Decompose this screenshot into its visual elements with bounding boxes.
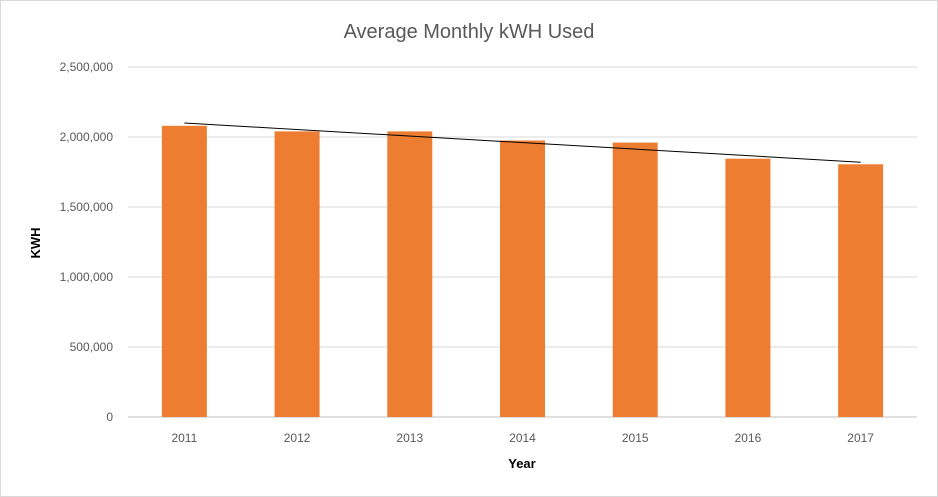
x-tick-label: 2016 (735, 431, 762, 445)
x-tick-label: 2017 (847, 431, 874, 445)
bar-2014 (500, 140, 545, 417)
bar-2012 (274, 131, 320, 417)
y-tick-label: 2,500,000 (60, 60, 114, 74)
y-axis-title: KWH (28, 227, 43, 258)
x-tick-label: 2015 (622, 431, 649, 445)
y-tick-label: 1,000,000 (60, 270, 114, 284)
y-tick-label: 0 (106, 410, 113, 424)
y-tick-label: 1,500,000 (60, 200, 114, 214)
bars (161, 125, 884, 418)
x-axis-ticks: 2011 2012 2013 2014 2015 2016 2017 (171, 431, 874, 445)
bar-2011 (161, 125, 207, 418)
chart-title: Average Monthly kWH Used (344, 21, 595, 43)
gridlines (128, 66, 917, 418)
y-tick-label: 2,000,000 (60, 130, 114, 144)
bar-2017 (838, 164, 884, 417)
x-tick-label: 2012 (284, 431, 311, 445)
x-tick-label: 2011 (171, 431, 197, 445)
x-axis-title: Year (508, 456, 535, 471)
bar-2016 (725, 158, 771, 417)
bar-2013 (387, 131, 433, 417)
bar-2015 (612, 142, 658, 417)
y-axis-ticks: 0 500,000 1,000,000 1,500,000 2,000,000 2,500… (60, 60, 114, 424)
trendline (184, 122, 861, 163)
trendline-group (184, 122, 861, 163)
x-tick-label: 2013 (396, 431, 423, 445)
y-tick-label: 500,000 (70, 340, 114, 354)
x-tick-label: 2014 (509, 431, 536, 445)
